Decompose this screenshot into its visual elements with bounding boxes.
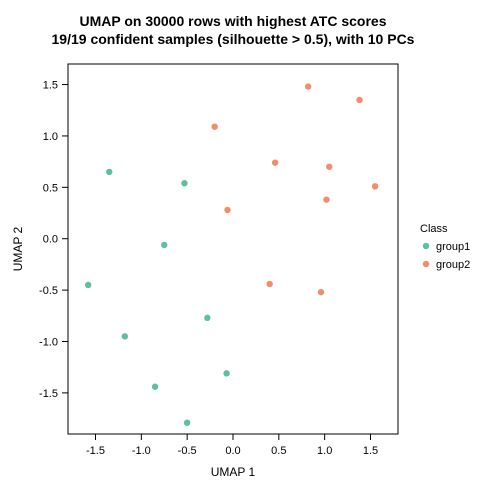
- legend-label: group2: [436, 259, 470, 271]
- data-point: [372, 183, 378, 189]
- data-point: [224, 207, 230, 213]
- data-point: [272, 159, 278, 165]
- legend-title: Class: [420, 223, 448, 235]
- data-point: [211, 123, 217, 129]
- data-point: [122, 333, 128, 339]
- data-point: [318, 289, 324, 295]
- chart-title-line2: 19/19 confident samples (silhouette > 0.…: [52, 31, 415, 47]
- x-tick-label: 1.0: [317, 445, 332, 457]
- x-tick-label: -1.0: [132, 445, 151, 457]
- legend-marker: [423, 243, 429, 249]
- data-point: [152, 384, 158, 390]
- data-point: [223, 370, 229, 376]
- data-point: [161, 242, 167, 248]
- x-tick-label: 0.5: [271, 445, 286, 457]
- data-point: [204, 315, 210, 321]
- data-point: [356, 97, 362, 103]
- x-tick-label: -1.5: [86, 445, 105, 457]
- data-point: [266, 281, 272, 287]
- y-tick-label: -1.5: [39, 388, 58, 400]
- y-tick-label: 1.0: [43, 131, 58, 143]
- data-point: [184, 419, 190, 425]
- y-tick-label: 0.5: [43, 182, 58, 194]
- data-point: [106, 169, 112, 175]
- data-point: [305, 83, 311, 89]
- y-tick-label: -1.0: [39, 337, 58, 349]
- y-tick-label: 0.0: [43, 234, 58, 246]
- chart-svg: UMAP on 30000 rows with highest ATC scor…: [0, 0, 504, 504]
- x-axis-label: UMAP 1: [211, 465, 256, 479]
- legend-label: group1: [436, 241, 470, 253]
- data-point: [326, 164, 332, 170]
- plot-panel: [68, 64, 398, 434]
- chart-title-line1: UMAP on 30000 rows with highest ATC scor…: [79, 13, 386, 29]
- data-point: [181, 180, 187, 186]
- y-tick-label: -0.5: [39, 285, 58, 297]
- x-tick-label: 1.5: [363, 445, 378, 457]
- umap-scatter-chart: UMAP on 30000 rows with highest ATC scor…: [0, 0, 504, 504]
- x-tick-label: -0.5: [178, 445, 197, 457]
- y-tick-label: 1.5: [43, 80, 58, 92]
- data-point: [85, 282, 91, 288]
- y-axis-label: UMAP 2: [11, 226, 25, 271]
- legend-marker: [423, 261, 429, 267]
- x-tick-label: 0.0: [225, 445, 240, 457]
- data-point: [323, 196, 329, 202]
